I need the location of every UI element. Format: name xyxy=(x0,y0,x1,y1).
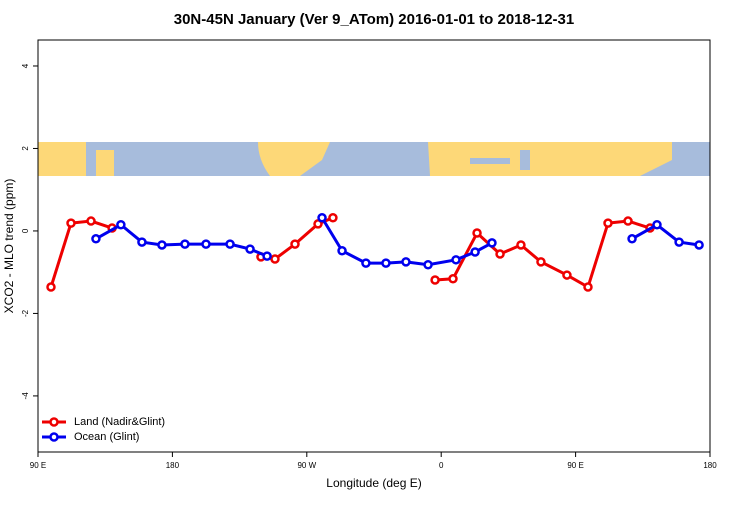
data-point xyxy=(180,239,190,249)
data-point xyxy=(652,220,662,230)
data-point xyxy=(361,258,371,268)
data-point xyxy=(66,218,76,228)
plot-box xyxy=(37,39,711,453)
data-point xyxy=(451,255,461,265)
data-point xyxy=(86,216,96,226)
data-point xyxy=(317,212,327,223)
data-point xyxy=(423,260,433,270)
data-point xyxy=(627,234,637,244)
chart-title: 30N-45N January (Ver 9_ATom) 2016-01-01 … xyxy=(174,11,574,28)
legend-marker xyxy=(49,432,59,442)
data-point xyxy=(487,238,497,248)
x-tick-label: 180 xyxy=(703,461,717,470)
data-point xyxy=(262,251,272,261)
data-point xyxy=(536,257,546,267)
x-tick-label: 180 xyxy=(166,461,180,470)
data-point xyxy=(46,282,56,292)
data-point xyxy=(495,249,505,259)
data-point xyxy=(472,228,482,238)
data-point xyxy=(470,247,480,257)
y-tick-label: -4 xyxy=(21,392,30,400)
data-point xyxy=(694,240,704,250)
data-point xyxy=(225,239,235,249)
data-point xyxy=(270,254,280,264)
x-tick-label: 90 E xyxy=(567,461,583,470)
data-point xyxy=(381,258,391,268)
legend-label: Land (Nadir&Glint) xyxy=(74,416,165,428)
y-axis-label: XCO2 - MLO trend (ppm) xyxy=(2,179,16,314)
data-point xyxy=(137,237,147,247)
data-point xyxy=(91,234,101,244)
y-tick-label: 4 xyxy=(21,63,30,68)
data-point xyxy=(313,219,323,229)
data-point xyxy=(623,216,633,226)
data-point xyxy=(116,220,126,230)
y-tick-label: 2 xyxy=(21,146,30,151)
data-point xyxy=(430,275,440,285)
data-point xyxy=(328,212,338,223)
data-point xyxy=(290,239,300,249)
legend-marker xyxy=(49,417,59,427)
x-tick-label: 0 xyxy=(439,461,444,470)
data-point xyxy=(448,274,458,284)
x-tick-label: 90 E xyxy=(30,461,46,470)
data-point xyxy=(201,239,211,249)
y-tick-label: 0 xyxy=(21,228,30,233)
series-line xyxy=(49,216,651,290)
x-axis-label: Longitude (deg E) xyxy=(326,476,421,490)
data-point xyxy=(603,218,613,228)
y-tick-label: -2 xyxy=(21,309,30,317)
data-point xyxy=(337,245,347,256)
x-tick-label: 90 W xyxy=(297,461,316,470)
data-point xyxy=(674,237,684,247)
data-point xyxy=(583,282,593,292)
data-point xyxy=(157,240,167,250)
data-point xyxy=(401,257,411,267)
data-point xyxy=(562,270,572,280)
data-point xyxy=(245,244,255,254)
legend-label: Ocean (Glint) xyxy=(74,431,139,443)
map-band xyxy=(38,142,710,176)
data-point xyxy=(516,240,526,250)
